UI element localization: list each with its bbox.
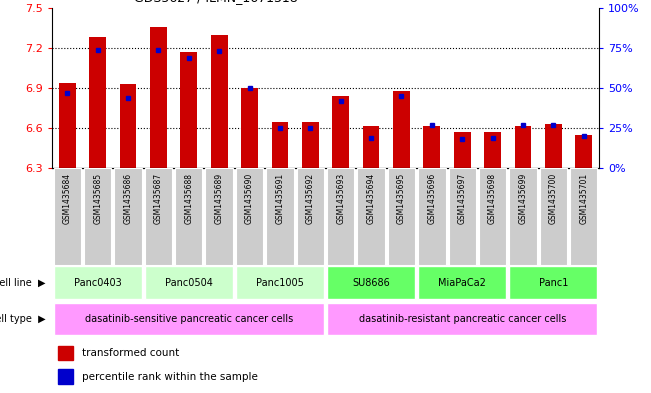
Bar (57, 369, 73, 384)
FancyBboxPatch shape (357, 168, 385, 264)
Bar (150, 27, 167, 168)
Text: GSM1435685: GSM1435685 (93, 173, 102, 224)
Bar (59, 83, 76, 168)
Bar (89, 37, 106, 168)
Bar (241, 88, 258, 168)
FancyBboxPatch shape (418, 168, 445, 264)
Bar (120, 84, 137, 168)
Text: GSM1435684: GSM1435684 (62, 173, 72, 224)
FancyBboxPatch shape (297, 168, 324, 264)
Bar (484, 132, 501, 168)
FancyBboxPatch shape (570, 168, 598, 264)
Text: GSM1435694: GSM1435694 (367, 173, 376, 224)
Text: GSM1435700: GSM1435700 (549, 173, 558, 224)
FancyBboxPatch shape (115, 168, 142, 264)
Text: GSM1435689: GSM1435689 (215, 173, 224, 224)
FancyBboxPatch shape (540, 168, 567, 264)
Text: cell type  ▶: cell type ▶ (0, 314, 46, 324)
Bar (302, 121, 318, 168)
FancyBboxPatch shape (449, 168, 476, 264)
FancyBboxPatch shape (388, 168, 415, 264)
Bar (454, 132, 471, 168)
FancyBboxPatch shape (175, 168, 202, 264)
FancyBboxPatch shape (53, 303, 324, 335)
Text: dasatinib-sensitive pancreatic cancer cells: dasatinib-sensitive pancreatic cancer ce… (85, 314, 293, 324)
FancyBboxPatch shape (509, 168, 536, 264)
Text: GSM1435698: GSM1435698 (488, 173, 497, 224)
Text: Panc0403: Panc0403 (74, 278, 122, 288)
Text: MiaPaCa2: MiaPaCa2 (438, 278, 486, 288)
FancyBboxPatch shape (145, 266, 233, 299)
Text: GSM1435691: GSM1435691 (275, 173, 284, 224)
Bar (423, 126, 440, 168)
FancyBboxPatch shape (327, 303, 598, 335)
Text: GDS5627 / ILMN_1671318: GDS5627 / ILMN_1671318 (134, 0, 298, 4)
Text: Panc0504: Panc0504 (165, 278, 213, 288)
Text: GSM1435687: GSM1435687 (154, 173, 163, 224)
Text: GSM1435699: GSM1435699 (518, 173, 527, 224)
FancyBboxPatch shape (479, 168, 506, 264)
FancyBboxPatch shape (84, 168, 111, 264)
Bar (57, 346, 73, 360)
Text: GSM1435695: GSM1435695 (397, 173, 406, 224)
Text: Panc1: Panc1 (538, 278, 568, 288)
Text: dasatinib-resistant pancreatic cancer cells: dasatinib-resistant pancreatic cancer ce… (359, 314, 566, 324)
FancyBboxPatch shape (53, 168, 81, 264)
Text: GSM1435693: GSM1435693 (336, 173, 345, 224)
Text: GSM1435686: GSM1435686 (124, 173, 133, 224)
FancyBboxPatch shape (266, 168, 294, 264)
Bar (211, 35, 228, 168)
Text: GSM1435688: GSM1435688 (184, 173, 193, 224)
Bar (545, 124, 562, 168)
Text: SU8686: SU8686 (352, 278, 390, 288)
FancyBboxPatch shape (327, 168, 354, 264)
FancyBboxPatch shape (53, 266, 142, 299)
FancyBboxPatch shape (145, 168, 172, 264)
FancyBboxPatch shape (236, 168, 263, 264)
Text: GSM1435697: GSM1435697 (458, 173, 467, 224)
Bar (363, 126, 380, 168)
Text: GSM1435690: GSM1435690 (245, 173, 254, 224)
Text: transformed count: transformed count (82, 348, 180, 358)
Bar (575, 135, 592, 168)
FancyBboxPatch shape (236, 266, 324, 299)
Text: GSM1435692: GSM1435692 (306, 173, 315, 224)
FancyBboxPatch shape (509, 266, 598, 299)
Text: GSM1435701: GSM1435701 (579, 173, 589, 224)
Bar (332, 96, 349, 168)
Text: percentile rank within the sample: percentile rank within the sample (82, 371, 258, 382)
Text: cell line  ▶: cell line ▶ (0, 278, 46, 288)
Bar (271, 121, 288, 168)
FancyBboxPatch shape (418, 266, 506, 299)
Bar (180, 52, 197, 168)
Text: GSM1435696: GSM1435696 (427, 173, 436, 224)
Bar (393, 91, 410, 168)
Bar (514, 126, 531, 168)
FancyBboxPatch shape (327, 266, 415, 299)
FancyBboxPatch shape (206, 168, 233, 264)
Text: Panc1005: Panc1005 (256, 278, 304, 288)
